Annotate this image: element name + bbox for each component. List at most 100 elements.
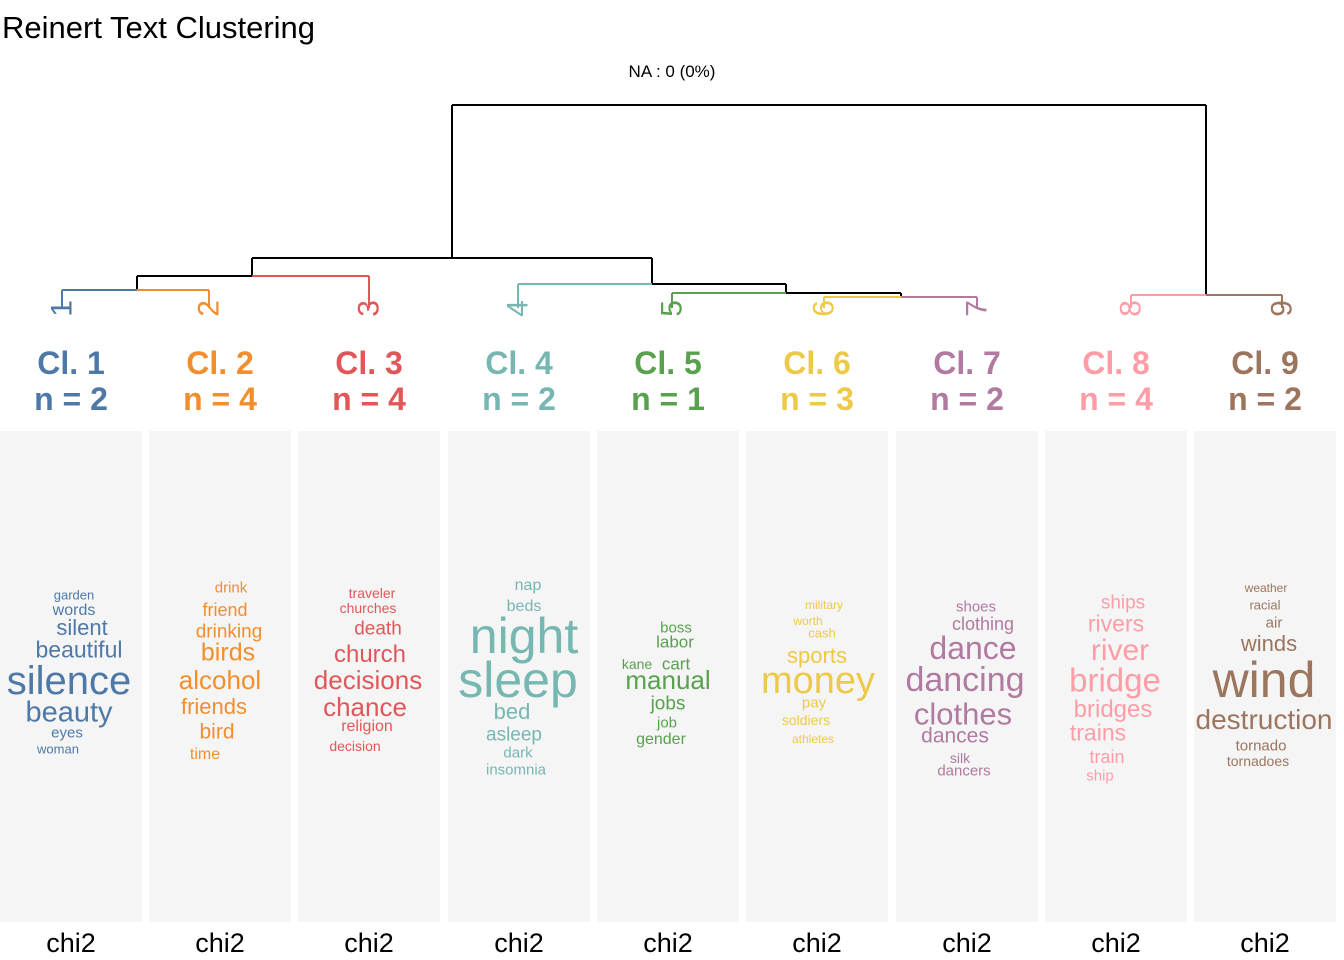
cloud-word: dark (503, 744, 533, 762)
cloud-word: air (1265, 614, 1283, 632)
cloud-word: job (656, 714, 678, 732)
cloud-word: alcohol (178, 665, 262, 695)
leaf-label: 2 (193, 300, 226, 317)
cloud-word: asleep (486, 724, 542, 746)
word-cloud-panel-9: weather racial air winds wind destruction torn… (1194, 431, 1336, 922)
cloud-word: words (52, 602, 96, 619)
leaf-label: 8 (1115, 300, 1148, 317)
cloud-word: soldiers (781, 712, 831, 728)
cloud-word: eyes (51, 724, 83, 742)
cloud-word: dance (929, 630, 1017, 666)
cloud-word: boss (660, 619, 692, 637)
class-size-label: n = 4 (183, 381, 257, 417)
class-size-label: n = 2 (482, 381, 556, 417)
cloud-word: sleep (458, 652, 578, 708)
cloud-word: insomnia (485, 761, 547, 779)
cloud-word: clothes (913, 696, 1013, 732)
cloud-word: tornadoes (1226, 753, 1290, 769)
word-cloud-panel-1: garden words silent beautiful silence beauty e… (0, 431, 142, 922)
cloud-word: drink (214, 579, 248, 597)
cloud-word: river (1090, 634, 1150, 667)
cloud-word: bird (199, 720, 235, 744)
cloud-word: jobs (650, 693, 686, 715)
word-cloud-panel-7: shoes clothing dance dancing clothes dances si… (896, 431, 1038, 922)
cloud-word: bridges (1073, 696, 1153, 723)
cloud-word: night (469, 608, 579, 664)
cloud-word: money (760, 660, 876, 702)
chi2-label: chi2 (643, 928, 693, 958)
cloud-word: chance (323, 692, 407, 722)
leaf-label: 7 (961, 300, 994, 317)
cloud-word: worth (793, 614, 823, 628)
class-label: Cl. 9 (1231, 345, 1299, 381)
chi2-label: chi2 (1240, 928, 1290, 958)
page-title: Reinert Text Clustering (2, 10, 316, 45)
cloud-word: traveler (348, 585, 396, 601)
cloud-word: woman (37, 741, 79, 757)
cloud-word: garden (53, 587, 95, 603)
cloud-word: athletes (791, 732, 835, 746)
cloud-word: religion (341, 718, 393, 735)
cloud-word: beautiful (35, 636, 123, 663)
class-size-label: n = 4 (1079, 381, 1153, 417)
chi2-label: chi2 (494, 928, 544, 958)
cloud-word: racial (1249, 597, 1281, 613)
cloud-word: friends (180, 694, 248, 719)
cloud-word: trains (1069, 719, 1127, 746)
class-size-label: n = 1 (631, 381, 705, 417)
cloud-word: death (354, 618, 402, 640)
leaf-label: 4 (502, 300, 535, 317)
cloud-word: cash (808, 625, 836, 641)
cloud-word: bed (493, 699, 531, 724)
cloud-word: sports (787, 643, 847, 668)
cloud-word: silk (949, 750, 971, 766)
cloud-word: clothing (951, 614, 1015, 634)
chi2-label: chi2 (942, 928, 992, 958)
cloud-word: nap (514, 577, 542, 594)
cloud-word: ship (1086, 767, 1114, 785)
leaf-label: 3 (353, 300, 386, 317)
class-size-label: n = 2 (1228, 381, 1302, 417)
cloud-word: silent (56, 615, 108, 640)
cloud-word: pay (801, 694, 827, 712)
cloud-word: decisions (313, 665, 423, 695)
cloud-word: weather (1244, 581, 1288, 595)
class-label: Cl. 1 (37, 345, 105, 381)
cloud-word: tornado (1235, 737, 1287, 755)
cloud-word: labor (656, 632, 694, 652)
cloud-word: friend (202, 600, 248, 620)
cloud-word: church (333, 641, 407, 668)
cloud-word: decision (329, 738, 381, 754)
cloud-word: time (189, 746, 221, 763)
word-cloud-panel-6: military worth cash sports money pay soldiers a… (746, 431, 888, 922)
cloud-word: dancers (937, 762, 991, 780)
cloud-word: silence (6, 659, 132, 703)
chi2-label: chi2 (46, 928, 96, 958)
dendrogram: 1 2 3 4 5 6 7 8 9 (46, 104, 1299, 317)
cloud-word: shoes (955, 598, 997, 616)
class-size-label: n = 2 (930, 381, 1004, 417)
chi2-label: chi2 (792, 928, 842, 958)
class-label: Cl. 7 (933, 345, 1001, 381)
cloud-word: beds (506, 598, 542, 615)
leaf-label: 6 (808, 300, 841, 317)
cloud-word: dances (921, 724, 989, 748)
class-size-label: n = 4 (332, 381, 406, 417)
cloud-word: cart (661, 654, 691, 674)
cloud-word: churches (339, 600, 397, 616)
class-size-label: n = 2 (34, 381, 108, 417)
cloud-word: birds (200, 638, 256, 667)
word-cloud-panel-3: traveler churches death church decisions chan… (298, 431, 440, 922)
cloud-word: destruction (1195, 704, 1333, 735)
cloud-word: military (805, 598, 843, 612)
chi2-label: chi2 (344, 928, 394, 958)
